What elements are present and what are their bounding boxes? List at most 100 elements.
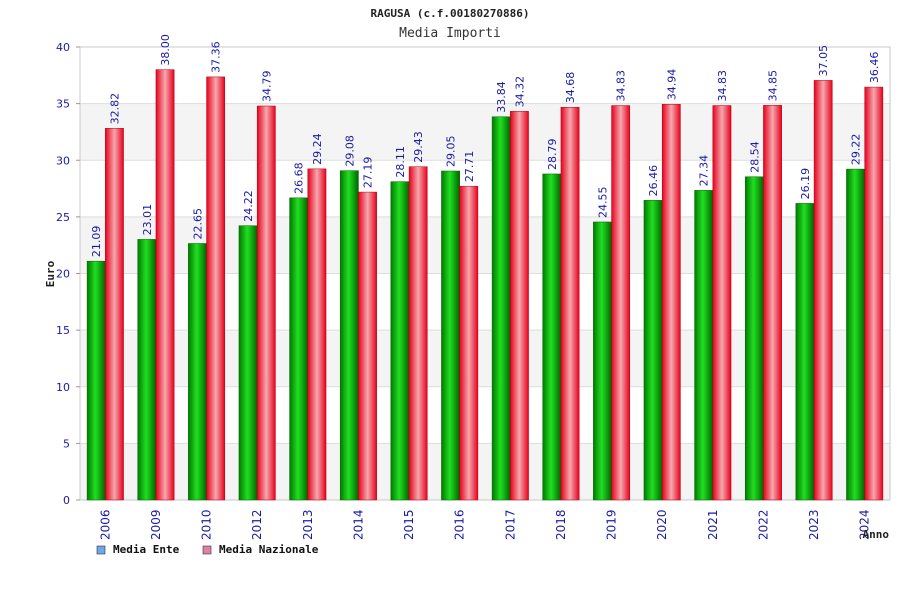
legend-swatch-media-ente: [96, 545, 106, 555]
x-tick-label-2020: 2020: [655, 509, 669, 540]
bar-media-nazionale-2015: [408, 166, 428, 501]
x-tick-label-2019: 2019: [605, 509, 619, 540]
bar-media-nazionale-2012: [256, 105, 276, 501]
x-axis: 2006 2009 2010 2012 2013 2014 2015 2016 2017 2018…: [98, 509, 871, 540]
data-label-media-nazionale-2024: 36.46: [868, 52, 881, 84]
data-label-media-ente-2022: 28.54: [748, 141, 761, 173]
x-tick-label-2010: 2010: [200, 509, 214, 540]
data-label-media-ente-2014: 29.08: [343, 135, 356, 167]
data-label-media-nazionale-2020: 34.94: [665, 69, 678, 101]
x-tick-label-2014: 2014: [351, 509, 365, 540]
bars: [86, 69, 884, 501]
bar-media-nazionale-2014: [358, 191, 377, 501]
bar-media-nazionale-2022: [763, 105, 782, 501]
bar-media-ente-2018: [542, 173, 562, 501]
bar-media-nazionale-2021: [712, 105, 732, 501]
bar-media-ente-2006: [86, 260, 106, 501]
bar-media-nazionale-2020: [661, 104, 681, 501]
legend-swatch-media-nazionale: [202, 545, 212, 555]
x-tick-label-2022: 2022: [756, 509, 770, 540]
bar-media-nazionale-2024: [864, 86, 884, 501]
data-label-media-nazionale-2017: 34.32: [513, 76, 526, 108]
legend-label-media-ente: Media Ente: [113, 543, 180, 556]
data-label-media-ente-2012: 24.22: [242, 190, 255, 222]
chart-subtitle: Media Importi: [399, 26, 501, 41]
bar-media-ente-2014: [339, 170, 359, 501]
bar-media-ente-2013: [289, 197, 309, 501]
data-labels: 21.09 32.82 23.01 38.00 22.65 37.36 24.22 34.79…: [90, 34, 881, 257]
y-tick-label: 40: [56, 41, 70, 54]
bar-media-nazionale-2023: [813, 80, 833, 501]
data-label-media-nazionale-2013: 29.24: [311, 133, 324, 165]
bar-media-ente-2010: [188, 243, 207, 501]
bar-media-ente-2015: [390, 181, 410, 501]
bar-media-ente-2017: [491, 116, 511, 501]
x-tick-label-2017: 2017: [503, 509, 517, 540]
data-label-media-nazionale-2015: 29.43: [412, 131, 425, 163]
data-label-media-nazionale-2006: 32.82: [108, 93, 121, 125]
y-tick-label: 20: [56, 268, 70, 281]
bar-media-ente-2023: [795, 203, 815, 501]
bar-media-ente-2021: [694, 190, 714, 501]
y-axis: 0 5 10 15 20 25 30 35 40: [56, 41, 80, 507]
data-label-media-nazionale-2022: 34.85: [767, 70, 780, 102]
data-label-media-ente-2020: 26.46: [647, 165, 660, 197]
bar-media-ente-2012: [238, 225, 258, 501]
data-label-media-ente-2018: 28.79: [546, 138, 559, 170]
bar-media-ente-2009: [137, 239, 157, 501]
data-label-media-nazionale-2016: 27.71: [463, 151, 476, 183]
data-label-media-nazionale-2012: 34.79: [260, 71, 273, 103]
x-tick-label-2013: 2013: [301, 509, 315, 540]
data-label-media-ente-2010: 22.65: [191, 208, 204, 240]
x-tick-label-2018: 2018: [554, 509, 568, 540]
y-tick-label: 10: [56, 381, 70, 394]
data-label-media-ente-2023: 26.19: [799, 168, 812, 200]
data-label-media-nazionale-2009: 38.00: [159, 34, 172, 66]
bar-media-nazionale-2018: [560, 106, 580, 501]
data-label-media-nazionale-2021: 34.83: [716, 70, 729, 102]
bar-media-ente-2024: [846, 168, 865, 501]
y-tick-label: 35: [56, 98, 70, 111]
data-label-media-nazionale-2014: 27.19: [362, 157, 375, 189]
bar-media-ente-2022: [744, 176, 764, 501]
legend-label-media-nazionale: Media Nazionale: [219, 543, 319, 556]
data-label-media-nazionale-2019: 34.83: [615, 70, 628, 102]
x-tick-label-2016: 2016: [453, 509, 467, 540]
chart-title: RAGUSA (c.f.00180270886): [371, 7, 530, 20]
x-tick-label-2021: 2021: [706, 509, 720, 540]
bar-media-nazionale-2019: [611, 105, 631, 501]
legend: Media Ente Media Nazionale: [96, 543, 319, 556]
x-tick-label-2015: 2015: [402, 509, 416, 540]
bar-media-nazionale-2016: [459, 185, 479, 501]
y-tick-label: 5: [63, 437, 70, 450]
data-label-media-nazionale-2018: 34.68: [564, 72, 577, 104]
bar-media-ente-2020: [643, 200, 663, 501]
y-tick-label: 25: [56, 211, 70, 224]
x-tick-label-2023: 2023: [807, 509, 821, 540]
x-tick-label-2012: 2012: [250, 509, 264, 540]
data-label-media-ente-2006: 21.09: [90, 226, 103, 258]
bar-media-nazionale-2017: [510, 111, 529, 501]
data-label-media-ente-2015: 28.11: [394, 146, 407, 178]
bar-media-nazionale-2006: [105, 128, 124, 501]
data-label-media-nazionale-2023: 37.05: [817, 45, 830, 77]
y-tick-label: 15: [56, 324, 70, 337]
y-axis-label: Euro: [44, 260, 57, 287]
bar-media-nazionale-2013: [307, 168, 327, 501]
bar-media-nazionale-2010: [206, 76, 226, 501]
y-tick-label: 0: [63, 494, 70, 507]
x-axis-label: Anno: [863, 528, 890, 541]
data-label-media-ente-2021: 27.34: [698, 155, 711, 187]
data-label-media-nazionale-2010: 37.36: [210, 41, 223, 73]
bar-media-ente-2016: [441, 170, 460, 501]
data-label-media-ente-2017: 33.84: [495, 81, 508, 113]
x-tick-label-2006: 2006: [98, 509, 112, 540]
x-tick-label-2024: 2024: [858, 509, 872, 540]
x-tick-label-2009: 2009: [149, 509, 163, 540]
data-label-media-ente-2019: 24.55: [596, 186, 609, 218]
data-label-media-ente-2016: 29.05: [445, 136, 458, 168]
bar-media-ente-2019: [593, 221, 612, 501]
data-label-media-ente-2009: 23.01: [141, 204, 154, 236]
